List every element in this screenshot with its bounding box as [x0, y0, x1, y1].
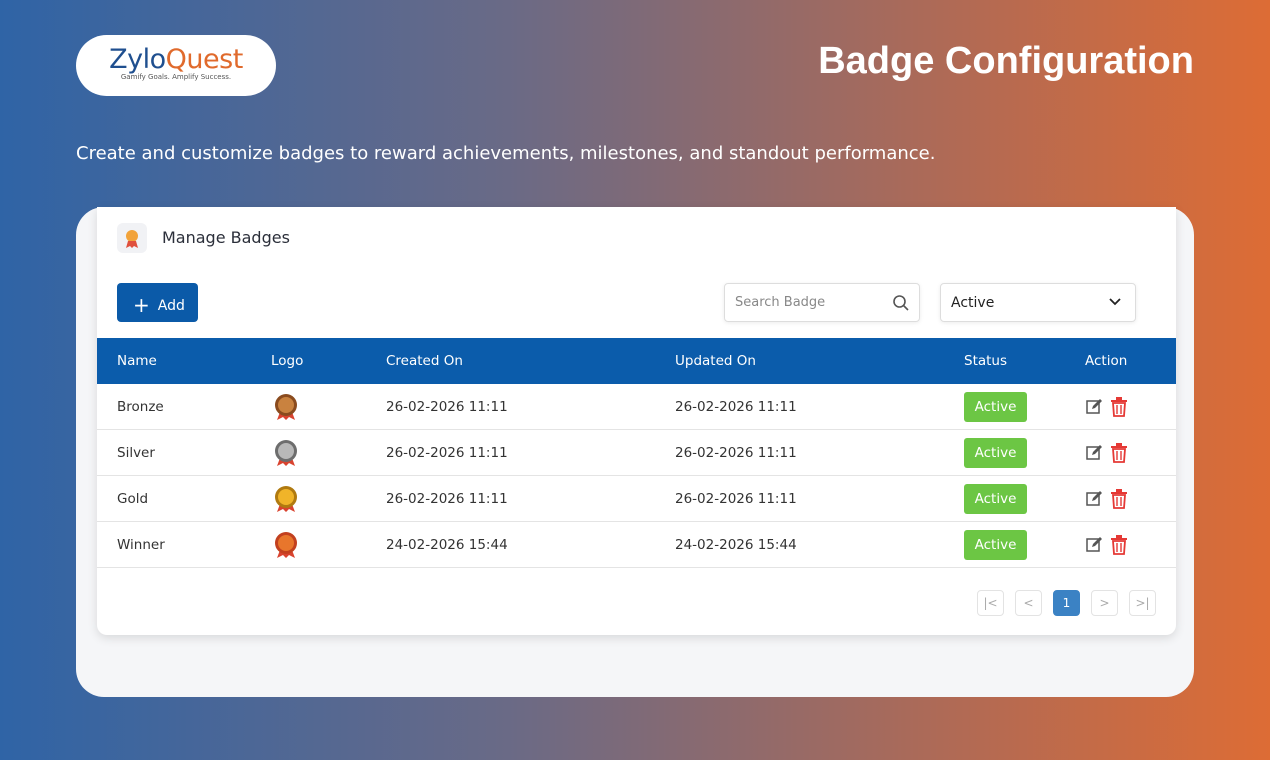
edit-button[interactable] [1085, 536, 1103, 554]
add-label: Add [157, 298, 185, 314]
status-badge: Active [964, 438, 1027, 468]
edit-button[interactable] [1085, 398, 1103, 416]
logo-part: Quest [165, 44, 244, 75]
badge-logo [271, 438, 301, 468]
delete-button[interactable] [1110, 397, 1128, 417]
updated-on: 26-02-2026 11:11 [675, 491, 797, 507]
edit-button[interactable] [1085, 490, 1103, 508]
created-on: 26-02-2026 11:11 [386, 491, 508, 507]
page-nav-button[interactable]: < [1015, 590, 1042, 616]
page-nav-button[interactable]: |< [977, 590, 1004, 616]
search-placeholder: Search Badge [735, 295, 826, 310]
page-nav-button[interactable]: > [1091, 590, 1118, 616]
created-on: 24-02-2026 15:44 [386, 537, 508, 553]
status-badge: Active [964, 484, 1027, 514]
badge-logo [271, 484, 301, 514]
column-header: Created On [386, 353, 463, 369]
page-button[interactable]: 1 [1053, 590, 1080, 616]
badge-name: Bronze [117, 399, 164, 415]
column-header: Logo [271, 353, 304, 369]
table-row: Gold 26-02-2026 11:11 26-02-2026 11:11 Acti… [97, 476, 1176, 522]
badge-name: Winner [117, 537, 165, 553]
column-header: Status [964, 353, 1008, 369]
page-title: Badge Configuration [818, 40, 1194, 82]
panel-title: Manage Badges [162, 228, 290, 247]
status-select[interactable]: Active [940, 283, 1136, 322]
table-row: Winner 24-02-2026 15:44 24-02-2026 15:44 Ac… [97, 522, 1176, 568]
badge-logo [271, 392, 301, 422]
column-header: Updated On [675, 353, 756, 369]
table-row: Silver 26-02-2026 11:11 26-02-2026 11:11 Ac… [97, 430, 1176, 476]
logo[interactable]: ZyloQuest Gamify Goals. Amplify Success. [76, 35, 276, 96]
badge-name: Silver [117, 445, 155, 461]
column-header: Name [117, 353, 157, 369]
delete-button[interactable] [1110, 489, 1128, 509]
delete-button[interactable] [1110, 443, 1128, 463]
search-input[interactable]: Search Badge [724, 283, 920, 322]
page-nav-button[interactable]: >| [1129, 590, 1156, 616]
page-subtitle: Create and customize badges to reward ac… [76, 143, 936, 164]
updated-on: 26-02-2026 11:11 [675, 445, 797, 461]
status-badge: Active [964, 530, 1027, 560]
panel: Manage Badges + Add Search Badge Active N… [97, 207, 1176, 635]
column-header: Action [1085, 353, 1128, 369]
status-badge: Active [964, 392, 1027, 422]
logo-tagline: Gamify Goals. Amplify Success. [120, 73, 232, 81]
created-on: 26-02-2026 11:11 [386, 445, 508, 461]
updated-on: 26-02-2026 11:11 [675, 399, 797, 415]
delete-button[interactable] [1110, 535, 1128, 555]
updated-on: 24-02-2026 15:44 [675, 537, 797, 553]
created-on: 26-02-2026 11:11 [386, 399, 508, 415]
select-value: Active [951, 295, 995, 311]
badge-logo [271, 530, 301, 560]
badge-name: Gold [117, 491, 149, 507]
panel-icon [117, 223, 147, 253]
table-row: Bronze 26-02-2026 11:11 26-02-2026 11:11 Ac… [97, 384, 1176, 430]
logo-part: Zylo [109, 44, 166, 75]
add-button[interactable]: + Add [117, 283, 198, 322]
edit-button[interactable] [1085, 444, 1103, 462]
table-header: Name Logo Created On Updated On Status Action [97, 338, 1176, 384]
